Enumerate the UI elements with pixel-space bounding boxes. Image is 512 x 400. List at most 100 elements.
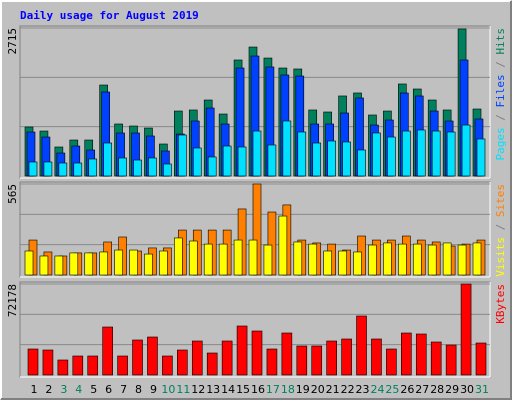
x-tick-label: 7 [120,383,127,396]
legend-entry: KBytes [494,284,507,324]
bar [43,161,53,177]
bar [282,120,292,177]
bar [73,162,83,177]
bar [58,162,68,177]
bar [338,250,347,276]
bar [308,243,318,276]
bar [401,332,412,376]
bar [461,124,471,177]
bar [251,330,263,376]
bar [162,355,173,376]
bar [296,345,308,376]
y-tick-label: 565 [6,184,19,204]
bar [353,251,362,276]
bar [236,325,248,376]
x-tick-label: 25 [385,383,399,396]
bar [472,242,482,276]
bar [323,250,332,276]
x-tick-label: 28 [430,383,444,396]
x-tick-label: 10 [161,383,175,396]
bar [371,338,382,376]
bar [475,342,487,376]
legend: Pages / Files / Hits [494,28,507,161]
bar [148,157,157,177]
bar [28,161,38,177]
x-tick-label: 22 [341,383,355,396]
bar [118,157,127,177]
x-tick-label: 5 [90,383,97,396]
bar [415,333,427,376]
bar [221,340,233,376]
bar [248,239,258,276]
bar [312,142,322,177]
bar [327,140,336,177]
bar [117,355,128,376]
legend: Visits / Sites [494,184,507,277]
bar [427,244,437,276]
bar [368,244,377,276]
bar [218,243,228,276]
x-tick-label: 17 [266,383,280,396]
legend-entry: Hits [494,28,507,55]
bar [372,132,381,177]
bar [233,239,243,276]
bar [222,145,232,177]
y-tick-label: 2715 [6,28,19,55]
bar [278,215,288,276]
bar [178,134,187,177]
x-tick-label: 2 [45,383,52,396]
bar [174,237,183,276]
bar [129,249,138,276]
bar [88,158,98,177]
x-tick-label: 29 [445,383,459,396]
bar [457,244,467,276]
bar [412,243,422,276]
legend-separator: / [494,217,507,237]
bar [57,359,69,376]
bar [341,338,352,376]
bar [281,332,293,376]
bar [293,241,303,276]
x-tick-label: 9 [150,383,157,396]
bar [87,355,99,376]
x-tick-label: 3 [60,383,67,396]
bar [191,340,203,376]
legend-entry: Visits [494,237,507,277]
bar [27,348,39,376]
bar [416,129,426,177]
bar [430,341,442,376]
bar [431,130,441,177]
bar [69,252,79,276]
bar [72,355,84,376]
bar [114,249,123,276]
chart-title: Daily usage for August 2019 [20,9,199,22]
bar [263,244,273,276]
bar [446,131,456,177]
bar [159,250,168,276]
bar [144,253,153,276]
x-tick-label: 16 [251,383,265,396]
legend-separator: / [494,108,507,128]
x-tick-label: 30 [460,383,474,396]
bar [445,344,457,376]
bar [252,130,262,177]
bar [24,250,34,276]
bar [39,255,49,276]
bar [357,149,366,177]
x-tick-label: 21 [326,383,340,396]
x-tick-label: 18 [281,383,295,396]
bar [326,340,337,376]
bar [192,147,202,177]
x-tick-label: 4 [75,383,82,396]
x-tick-label: 13 [206,383,220,396]
bar [177,349,188,376]
x-tick-label: 20 [311,383,325,396]
bar [267,144,277,177]
x-tick-label: 23 [356,383,370,396]
bar [387,136,396,177]
bar [163,163,172,177]
bar [342,141,351,177]
